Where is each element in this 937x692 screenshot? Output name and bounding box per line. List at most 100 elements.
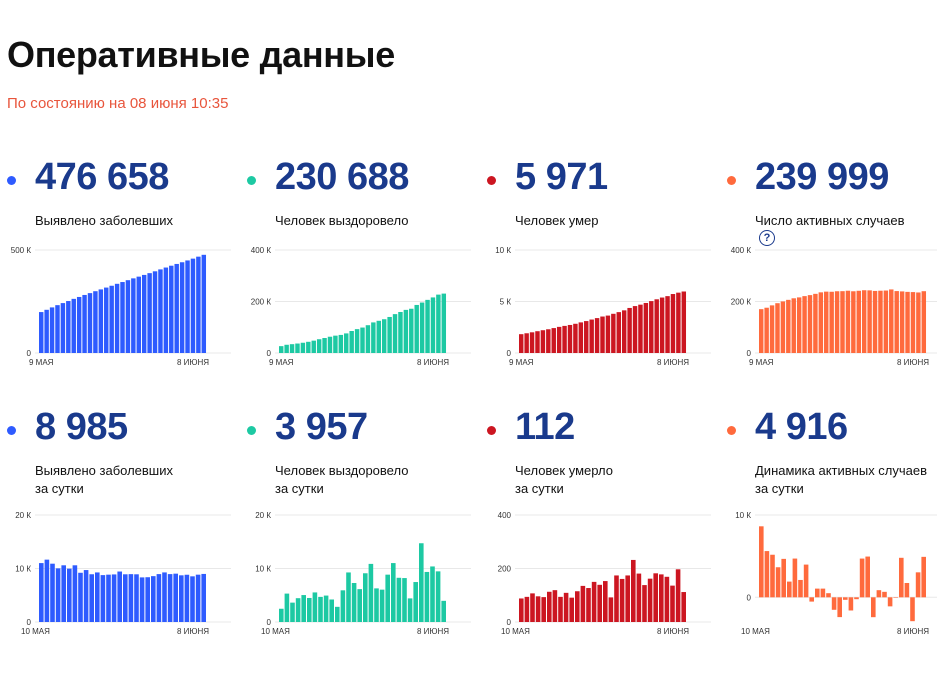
bar[interactable] [840, 291, 845, 353]
bar[interactable] [156, 574, 162, 622]
bar[interactable] [419, 302, 425, 353]
bar[interactable] [60, 303, 66, 353]
bar[interactable] [759, 526, 764, 598]
bar[interactable] [865, 556, 870, 598]
bar[interactable] [39, 563, 44, 622]
bar[interactable] [354, 329, 360, 353]
bar[interactable] [158, 269, 163, 353]
bar[interactable] [878, 290, 883, 353]
bar[interactable] [519, 598, 524, 622]
bar[interactable] [396, 577, 402, 622]
bar[interactable] [649, 301, 654, 353]
bar[interactable] [100, 575, 106, 622]
bar[interactable] [764, 307, 769, 353]
bar[interactable] [567, 324, 573, 353]
bar[interactable] [899, 291, 905, 353]
bar[interactable] [195, 574, 201, 622]
bar[interactable] [435, 571, 441, 622]
bar[interactable] [802, 296, 807, 353]
bar[interactable] [89, 574, 94, 622]
bar[interactable] [318, 596, 323, 622]
bar[interactable] [575, 591, 580, 622]
bar[interactable] [775, 303, 780, 353]
bar[interactable] [78, 572, 83, 622]
bar[interactable] [376, 320, 381, 353]
bar[interactable] [402, 578, 407, 622]
bar[interactable] [642, 585, 647, 622]
bar[interactable] [50, 563, 55, 622]
bar[interactable] [856, 290, 861, 353]
bar[interactable] [829, 291, 834, 353]
bar[interactable] [114, 283, 120, 353]
bar[interactable] [312, 592, 318, 622]
bar[interactable] [831, 597, 837, 610]
bar[interactable] [184, 574, 190, 622]
bar[interactable] [681, 592, 686, 622]
bar[interactable] [173, 573, 178, 622]
bar[interactable] [584, 321, 589, 353]
bar[interactable] [807, 295, 813, 353]
bar[interactable] [627, 307, 632, 353]
bar[interactable] [591, 581, 597, 623]
bar[interactable] [614, 575, 619, 622]
bar[interactable] [430, 566, 435, 622]
bar[interactable] [809, 597, 814, 602]
bar[interactable] [872, 290, 878, 353]
bar[interactable] [71, 298, 76, 353]
bar[interactable] [67, 568, 72, 622]
bar[interactable] [290, 602, 295, 622]
bar[interactable] [854, 597, 859, 600]
bar[interactable] [424, 571, 430, 622]
bar[interactable] [558, 596, 563, 622]
bar[interactable] [589, 319, 594, 353]
bar[interactable] [123, 574, 128, 622]
bar[interactable] [786, 299, 791, 353]
bar[interactable] [580, 585, 586, 622]
bar[interactable] [625, 575, 630, 622]
bar[interactable] [301, 595, 306, 622]
bar[interactable] [676, 292, 681, 353]
bar[interactable] [815, 588, 820, 598]
bar[interactable] [915, 572, 921, 598]
bar[interactable] [552, 590, 558, 622]
bar[interactable] [61, 565, 66, 622]
bar[interactable] [190, 576, 195, 622]
bar[interactable] [871, 597, 876, 618]
bar[interactable] [910, 597, 915, 622]
bar[interactable] [569, 597, 574, 622]
bar[interactable] [619, 578, 625, 622]
bar[interactable] [333, 335, 338, 353]
bar[interactable] [82, 294, 87, 353]
bar[interactable] [381, 319, 387, 353]
bar[interactable] [152, 271, 158, 353]
bar[interactable] [340, 590, 346, 622]
bar[interactable] [664, 576, 670, 622]
bar[interactable] [535, 331, 540, 353]
bar[interactable] [813, 293, 818, 353]
bar[interactable] [905, 291, 910, 353]
bar[interactable] [306, 341, 311, 353]
bar[interactable] [759, 309, 764, 353]
bar[interactable] [190, 258, 196, 353]
bar[interactable] [185, 260, 190, 353]
bar[interactable] [586, 588, 591, 622]
bar[interactable] [55, 305, 60, 353]
bar[interactable] [419, 543, 424, 622]
bar[interactable] [887, 597, 893, 607]
bar[interactable] [365, 325, 371, 353]
bar[interactable] [93, 291, 98, 353]
bar[interactable] [867, 290, 872, 353]
bar[interactable] [117, 571, 122, 622]
bar[interactable] [327, 336, 333, 353]
bar[interactable] [409, 308, 414, 353]
bar[interactable] [139, 577, 145, 622]
bar[interactable] [289, 344, 295, 353]
bar[interactable] [675, 569, 681, 622]
bar[interactable] [385, 574, 390, 622]
bar[interactable] [535, 596, 541, 622]
bar[interactable] [910, 292, 916, 353]
bar[interactable] [616, 312, 621, 353]
bar[interactable] [608, 597, 614, 622]
help-icon[interactable]: ? [759, 230, 775, 246]
bar[interactable] [861, 290, 867, 353]
